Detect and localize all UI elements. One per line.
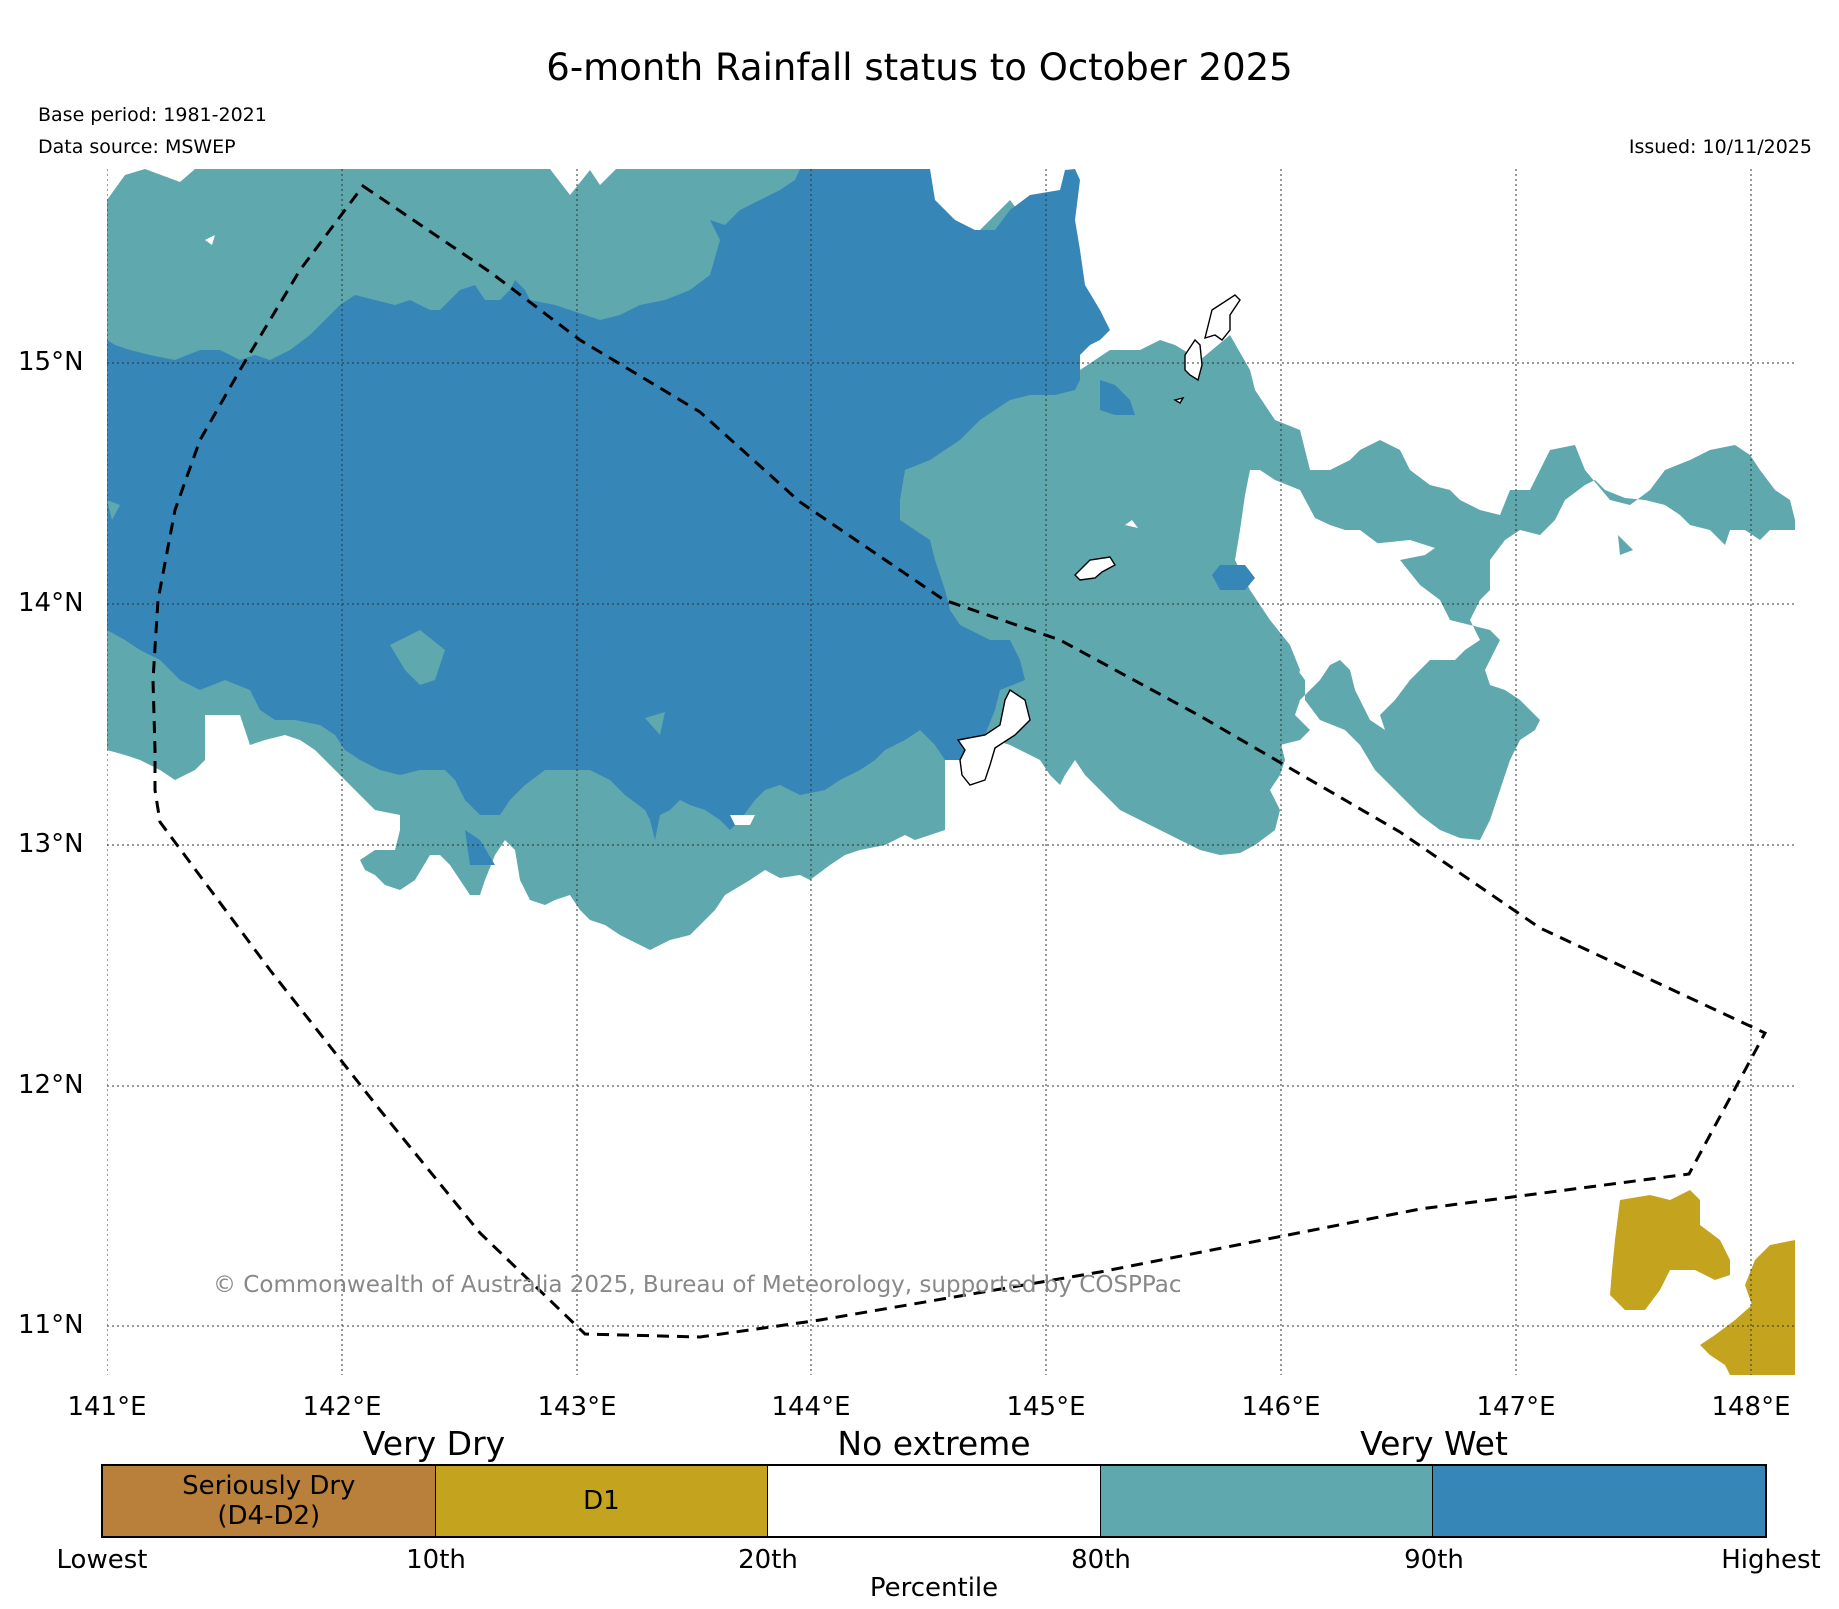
wet-region-90-highest — [107, 169, 1110, 840]
wet-pocket-2 — [645, 712, 665, 735]
wet-pocket-3 — [107, 500, 120, 520]
island-north-3 — [1173, 396, 1185, 404]
no-extreme-hole-1 — [1358, 540, 1435, 585]
d1-dry-region-2 — [1700, 1240, 1795, 1375]
legend-category-very-dry: Very Dry — [362, 1424, 506, 1463]
lon-tick-142e: 142°E — [302, 1392, 382, 1422]
lat-tick-14n: 14°N — [18, 588, 84, 618]
legend-tick-80th: 80th — [1071, 1545, 1131, 1575]
lat-tick-12n: 12°N — [18, 1070, 84, 1100]
issued-date-text: Issued: 10/11/2025 — [1628, 136, 1812, 158]
legend-tick-highest: Highest — [1721, 1545, 1821, 1575]
legend-box-no-extreme — [768, 1466, 1101, 1536]
lon-tick-148e: 148°E — [1711, 1392, 1791, 1422]
lon-tick-145e: 145°E — [1006, 1392, 1086, 1422]
wet-cell-small-2 — [1212, 565, 1255, 590]
island-guam — [956, 688, 1031, 786]
lon-tick-143e: 143°E — [537, 1392, 617, 1422]
wet-cell-small-3 — [465, 830, 495, 865]
legend-box-very-much-above — [1433, 1466, 1765, 1536]
legend-category-no-extreme: No extreme — [837, 1424, 1031, 1463]
legend-tick-lowest: Lowest — [56, 1545, 148, 1575]
no-extreme-hole-4 — [1125, 520, 1138, 528]
no-extreme-hole-2 — [730, 815, 755, 825]
island-north-1 — [1204, 294, 1241, 341]
lat-tick-15n: 15°N — [18, 347, 84, 377]
lon-tick-141e: 141°E — [67, 1392, 147, 1422]
legend-tick-90th: 90th — [1404, 1545, 1464, 1575]
wet-pocket-1 — [390, 630, 445, 685]
island-north-2 — [1184, 338, 1203, 382]
legend-box-d1-label: D1 — [583, 1486, 620, 1516]
wet-cell-small-4 — [107, 350, 125, 365]
lat-tick-13n: 13°N — [18, 829, 84, 859]
legend-tick-20th: 20th — [738, 1545, 798, 1575]
legend-box-seriously-dry-label: Seriously Dry (D4-D2) — [182, 1471, 356, 1531]
island-outlines — [956, 294, 1241, 786]
legend-xlabel: Percentile — [869, 1573, 999, 1603]
data-source-text: Data source: MSWEP — [38, 136, 236, 158]
legend-box-seriously-dry: Seriously Dry (D4-D2) — [103, 1466, 436, 1536]
legend-box-d1: D1 — [435, 1466, 769, 1536]
base-period-text: Base period: 1981-2021 — [38, 104, 267, 126]
legend-category-very-wet: Very Wet — [1360, 1424, 1508, 1463]
wet-cell-east-dot — [1618, 535, 1633, 555]
lat-tick-11n: 11°N — [18, 1310, 84, 1340]
lon-tick-146e: 146°E — [1241, 1392, 1321, 1422]
island-tinian — [1074, 556, 1116, 581]
lon-tick-147e: 147°E — [1476, 1392, 1556, 1422]
legend-colorbar: Seriously Dry (D4-D2) D1 — [101, 1464, 1767, 1538]
eez-boundary — [151, 183, 1768, 1339]
copyright-notice: © Commonwealth of Australia 2025, Bureau… — [213, 1272, 1182, 1298]
wet-cell-small-1 — [1100, 380, 1135, 415]
map-title: 6-month Rainfall status to October 2025 — [546, 46, 1293, 89]
no-extreme-hole-3 — [205, 235, 215, 245]
legend-tick-10th: 10th — [406, 1545, 466, 1575]
legend-box-above — [1100, 1466, 1434, 1536]
lon-tick-144e: 144°E — [771, 1392, 851, 1422]
map-gridlines — [107, 169, 1795, 1375]
d1-dry-region-1 — [1610, 1190, 1730, 1310]
